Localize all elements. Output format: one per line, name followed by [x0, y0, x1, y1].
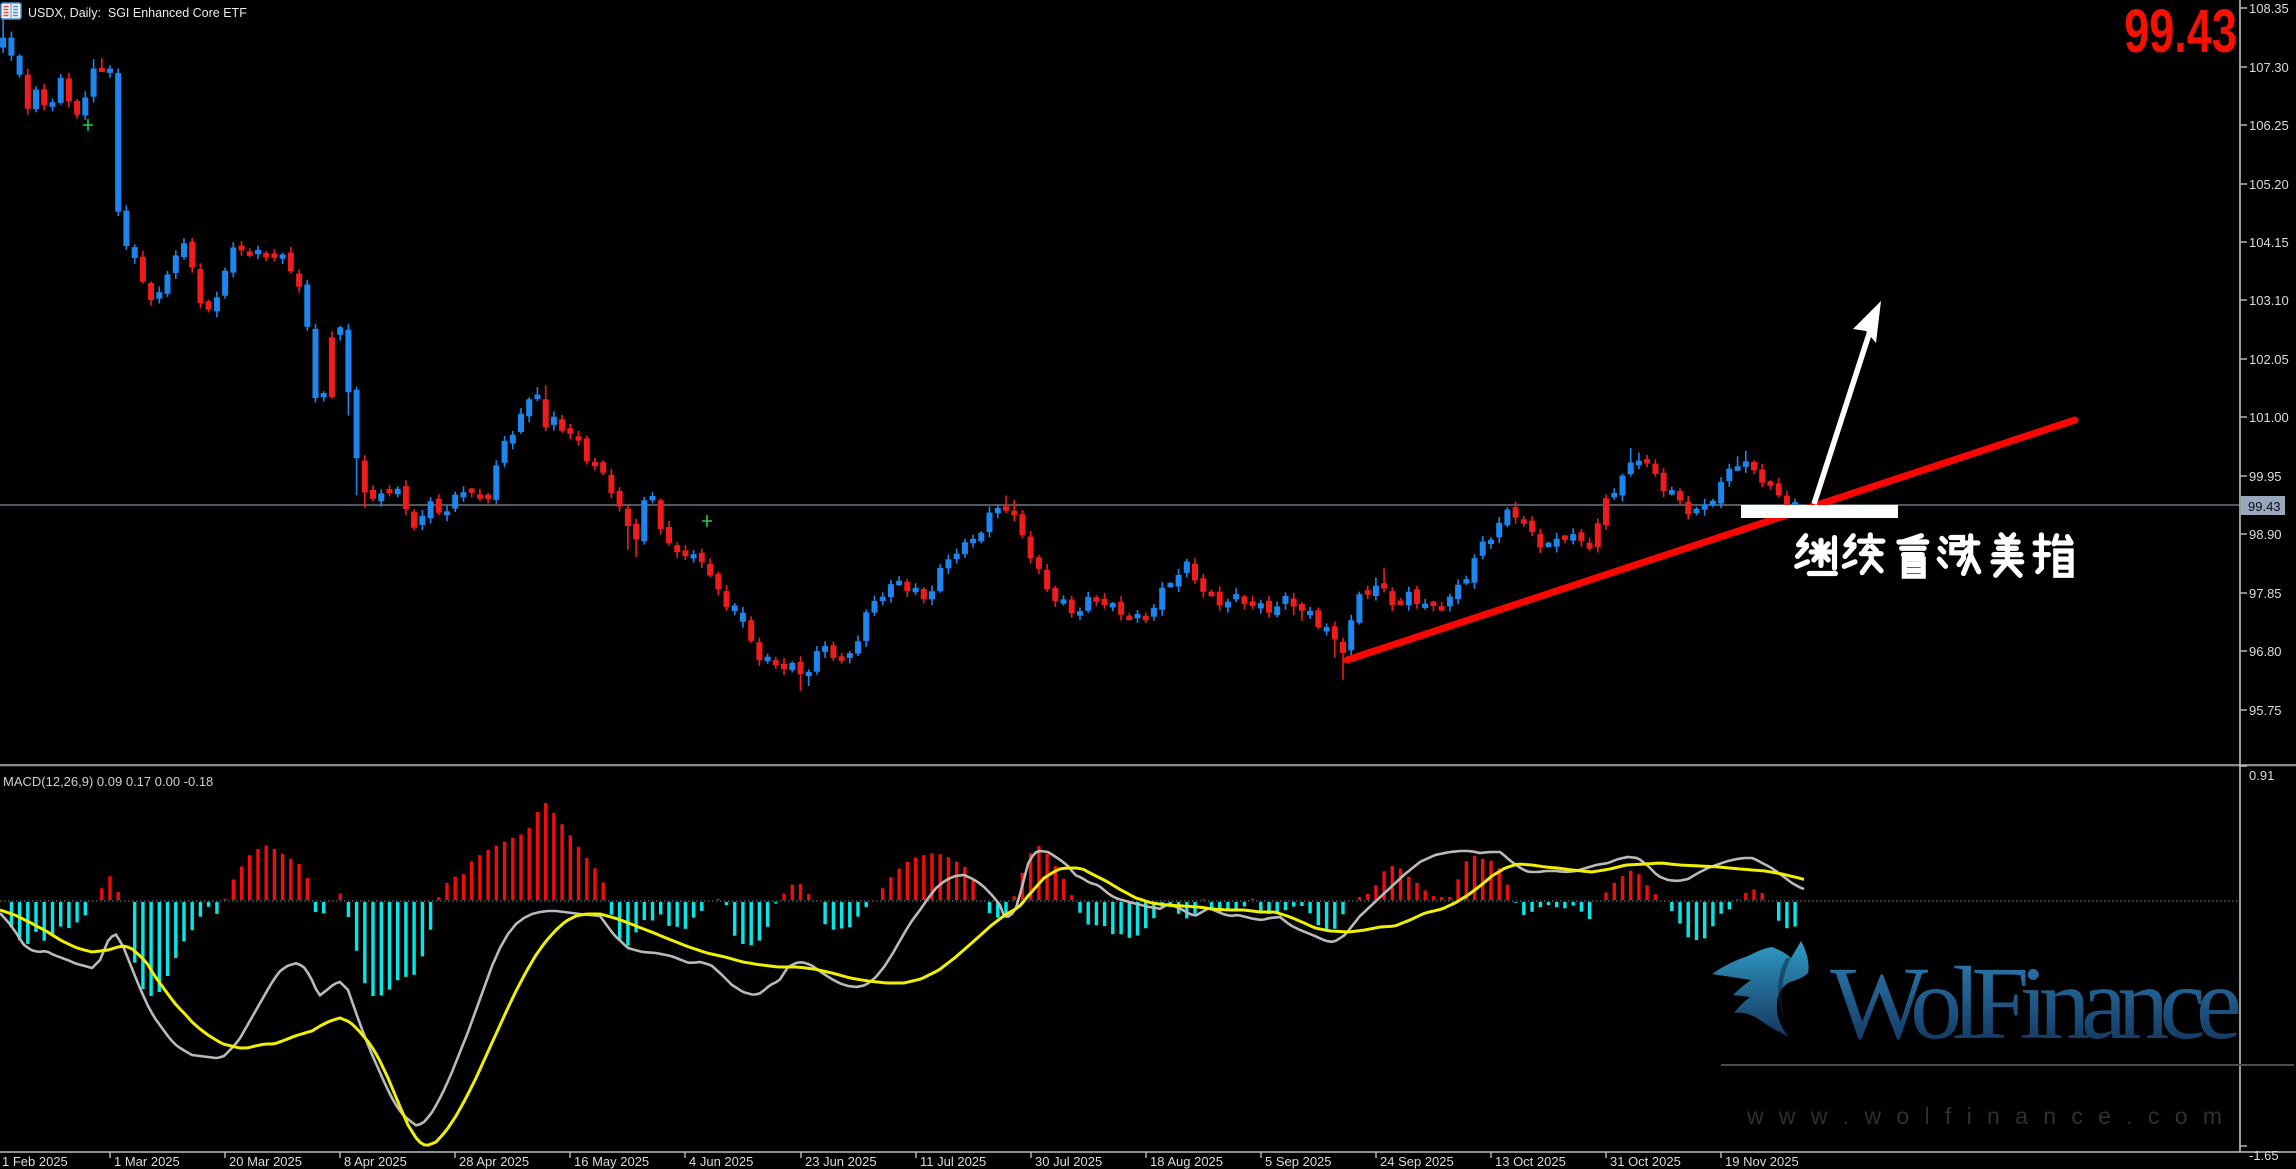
svg-text:1 Mar 2025: 1 Mar 2025	[114, 1154, 180, 1169]
svg-text:20 Mar 2025: 20 Mar 2025	[229, 1154, 302, 1169]
svg-text:105.20: 105.20	[2249, 177, 2289, 192]
svg-text:96.80: 96.80	[2249, 644, 2282, 659]
svg-text:97.85: 97.85	[2249, 586, 2282, 601]
svg-text:101.00: 101.00	[2249, 410, 2289, 425]
svg-text:-1.65: -1.65	[2249, 1148, 2279, 1163]
svg-text:103.10: 103.10	[2249, 293, 2289, 308]
svg-text:107.30: 107.30	[2249, 60, 2289, 75]
svg-text:28 Apr 2025: 28 Apr 2025	[459, 1154, 529, 1169]
svg-text:30 Jul 2025: 30 Jul 2025	[1035, 1154, 1102, 1169]
svg-text:WolFinance: WolFinance	[1830, 946, 2242, 1061]
svg-text:31 Oct 2025: 31 Oct 2025	[1610, 1154, 1681, 1169]
svg-text:16 May 2025: 16 May 2025	[574, 1154, 649, 1169]
svg-text:5 Sep 2025: 5 Sep 2025	[1265, 1154, 1332, 1169]
svg-text:99.43: 99.43	[2124, 0, 2237, 66]
svg-text:23 Jun 2025: 23 Jun 2025	[805, 1154, 877, 1169]
svg-text:USDX, Daily: SGI Enhanced Cor: USDX, Daily: SGI Enhanced Core ETF	[28, 6, 247, 20]
svg-text:8 Apr 2025: 8 Apr 2025	[344, 1154, 407, 1169]
svg-text:4 Jun 2025: 4 Jun 2025	[689, 1154, 753, 1169]
svg-text:104.15: 104.15	[2249, 235, 2289, 250]
svg-text:11 Jul 2025: 11 Jul 2025	[920, 1154, 986, 1169]
svg-text:19 Nov 2025: 19 Nov 2025	[1725, 1154, 1799, 1169]
svg-text:98.90: 98.90	[2249, 527, 2282, 542]
svg-text:99.43: 99.43	[2248, 499, 2281, 514]
svg-text:99.95: 99.95	[2249, 469, 2282, 484]
svg-text:108.35: 108.35	[2249, 1, 2289, 16]
svg-text:18 Aug 2025: 18 Aug 2025	[1150, 1154, 1223, 1169]
svg-text:MACD(12,26,9) 0.09 0.17 0.00 -: MACD(12,26,9) 0.09 0.17 0.00 -0.18	[3, 774, 213, 789]
svg-text:1 Feb 2025: 1 Feb 2025	[2, 1154, 68, 1169]
svg-text:102.05: 102.05	[2249, 352, 2289, 367]
svg-text:24 Sep 2025: 24 Sep 2025	[1380, 1154, 1454, 1169]
svg-text:0.91: 0.91	[2249, 768, 2274, 783]
svg-text:13 Oct 2025: 13 Oct 2025	[1495, 1154, 1566, 1169]
svg-text:106.25: 106.25	[2249, 118, 2289, 133]
svg-text:95.75: 95.75	[2249, 703, 2282, 718]
